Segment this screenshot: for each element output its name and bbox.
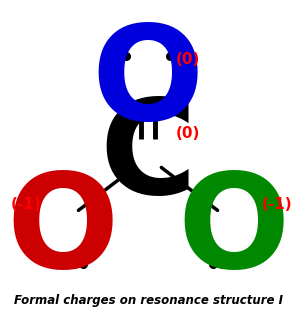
Text: O: O [6,167,118,294]
Text: (0): (0) [176,126,200,141]
Text: Formal charges on resonance structure I: Formal charges on resonance structure I [14,293,282,307]
Text: (0): (0) [176,52,200,67]
Text: O: O [92,20,204,147]
Text: C: C [99,93,197,221]
Text: O: O [178,167,290,294]
Text: (-1): (-1) [10,197,41,212]
Text: (-1): (-1) [262,197,292,212]
